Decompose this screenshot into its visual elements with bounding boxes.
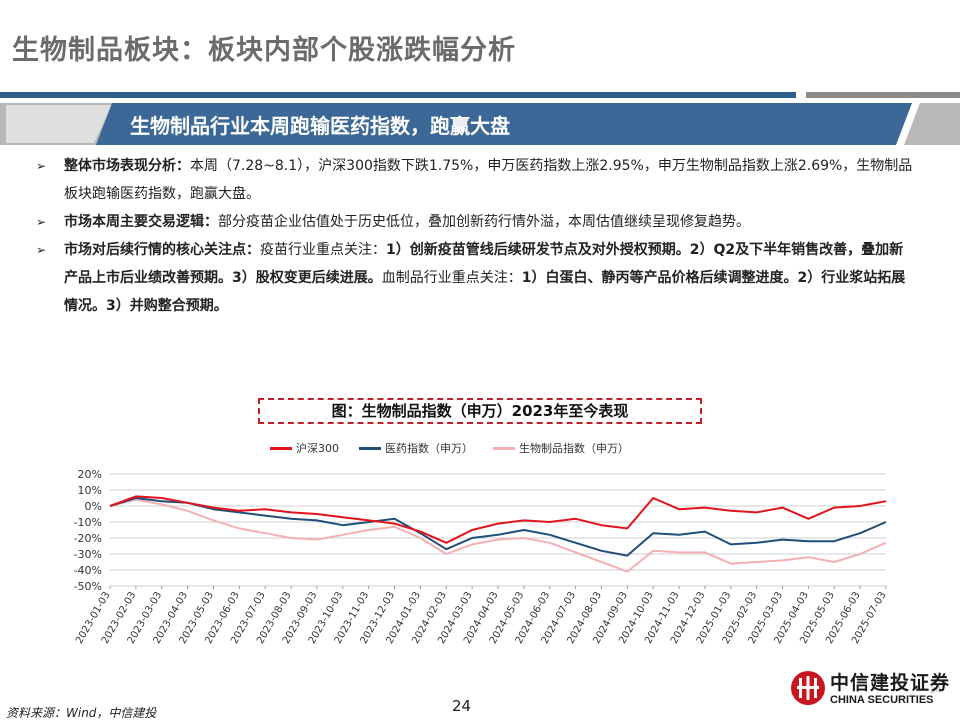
title-divider-blue <box>0 92 796 98</box>
series-line-1 <box>109 497 887 557</box>
y-tick-label: -20% <box>74 532 102 545</box>
bullet-text: 部分疫苗企业估值处于历史低位，叠加创新药行情外溢，本周估值继续呈现修复趋势。 <box>218 214 750 230</box>
legend-label: 沪深300 <box>296 442 339 455</box>
bullet-label: 市场本周主要交易逻辑： <box>64 214 218 230</box>
company-logo: 中信建投证券 CHINA SECURITIES <box>790 666 960 716</box>
slide-title: 生物制品板块：板块内部个股涨跌幅分析 <box>12 35 516 66</box>
bullet-arrow-icon: ➢ <box>36 243 47 257</box>
title-divider-grey <box>806 92 960 98</box>
bullet-text-blood-points: 1）白蛋白、静丙等产品价格后续调整进度。2）行业浆站拓展情况。3）并购整合预期。 <box>64 270 906 314</box>
legend-swatch <box>270 446 292 450</box>
series-line-2 <box>109 498 887 573</box>
bullet-text-vaccine-points: 1）创新疫苗管线后续研发节点及对外授权预期。2）Q2及下半年销售改善，叠加新产品… <box>64 242 904 286</box>
y-tick-label: -30% <box>74 548 102 561</box>
bullet-label: 市场对后续行情的核心关注点： <box>64 242 260 258</box>
chart-legend: 沪深300 医药指数（申万） 生物制品指数（申万） <box>270 440 649 456</box>
legend-swatch <box>359 446 381 450</box>
legend-item-biologics: 生物制品指数（申万） <box>493 440 629 456</box>
banner-heading: 生物制品行业本周跑输医药指数，跑赢大盘 <box>130 114 510 138</box>
bullet-text-vaccine-label: 疫苗行业重点关注： <box>260 242 386 258</box>
y-tick-label: 0% <box>85 500 102 513</box>
bullet-label: 整体市场表现分析： <box>64 158 190 174</box>
bullet-key-focus: ➢ 市场对后续行情的核心关注点：疫苗行业重点关注：1）创新疫苗管线后续研发节点及… <box>34 236 914 320</box>
legend-label: 生物制品指数（申万） <box>519 442 629 455</box>
bullet-text-blood-label: 血制品行业重点关注： <box>381 270 522 286</box>
y-tick-label: 20% <box>78 468 102 481</box>
legend-label: 医药指数（申万） <box>385 442 473 455</box>
y-tick-label: -40% <box>74 564 102 577</box>
logo-mark-icon <box>791 671 825 705</box>
y-tick-label: -50% <box>74 580 102 593</box>
analysis-bullets: ➢ 整体市场表现分析：本周（7.28~8.1），沪深300指数下跌1.75%，申… <box>34 152 914 320</box>
legend-swatch <box>493 446 515 450</box>
corner-page-number: 24 <box>930 686 942 696</box>
bullet-arrow-icon: ➢ <box>36 215 47 229</box>
series-line-0 <box>109 495 887 544</box>
line-chart: 20%10%0%-10%-20%-30%-40%-50%2023-01-0320… <box>74 468 889 646</box>
bullet-arrow-icon: ➢ <box>36 159 47 173</box>
banner-shape <box>0 103 960 145</box>
logo-text-en: CHINA SECURITIES <box>830 694 934 706</box>
legend-item-pharma: 医药指数（申万） <box>359 440 473 456</box>
bullet-text: 本周（7.28~8.1），沪深300指数下跌1.75%，申万医药指数上涨2.95… <box>64 158 913 202</box>
y-tick-label: -10% <box>74 516 102 529</box>
figure-title: 图：生物制品指数（申万）2023年至今表现 <box>258 398 702 424</box>
y-tick-label: 10% <box>78 484 102 497</box>
logo-text-cn: 中信建投证券 <box>830 672 951 694</box>
page-number: 24 <box>452 697 472 715</box>
legend-item-hs300: 沪深300 <box>270 440 339 456</box>
source-note: 资料来源：Wind，中信建投 <box>6 706 157 720</box>
bullet-market-overview: ➢ 整体市场表现分析：本周（7.28~8.1），沪深300指数下跌1.75%，申… <box>34 152 914 208</box>
bullet-trading-logic: ➢ 市场本周主要交易逻辑：部分疫苗企业估值处于历史低位，叠加创新药行情外溢，本周… <box>34 208 914 236</box>
